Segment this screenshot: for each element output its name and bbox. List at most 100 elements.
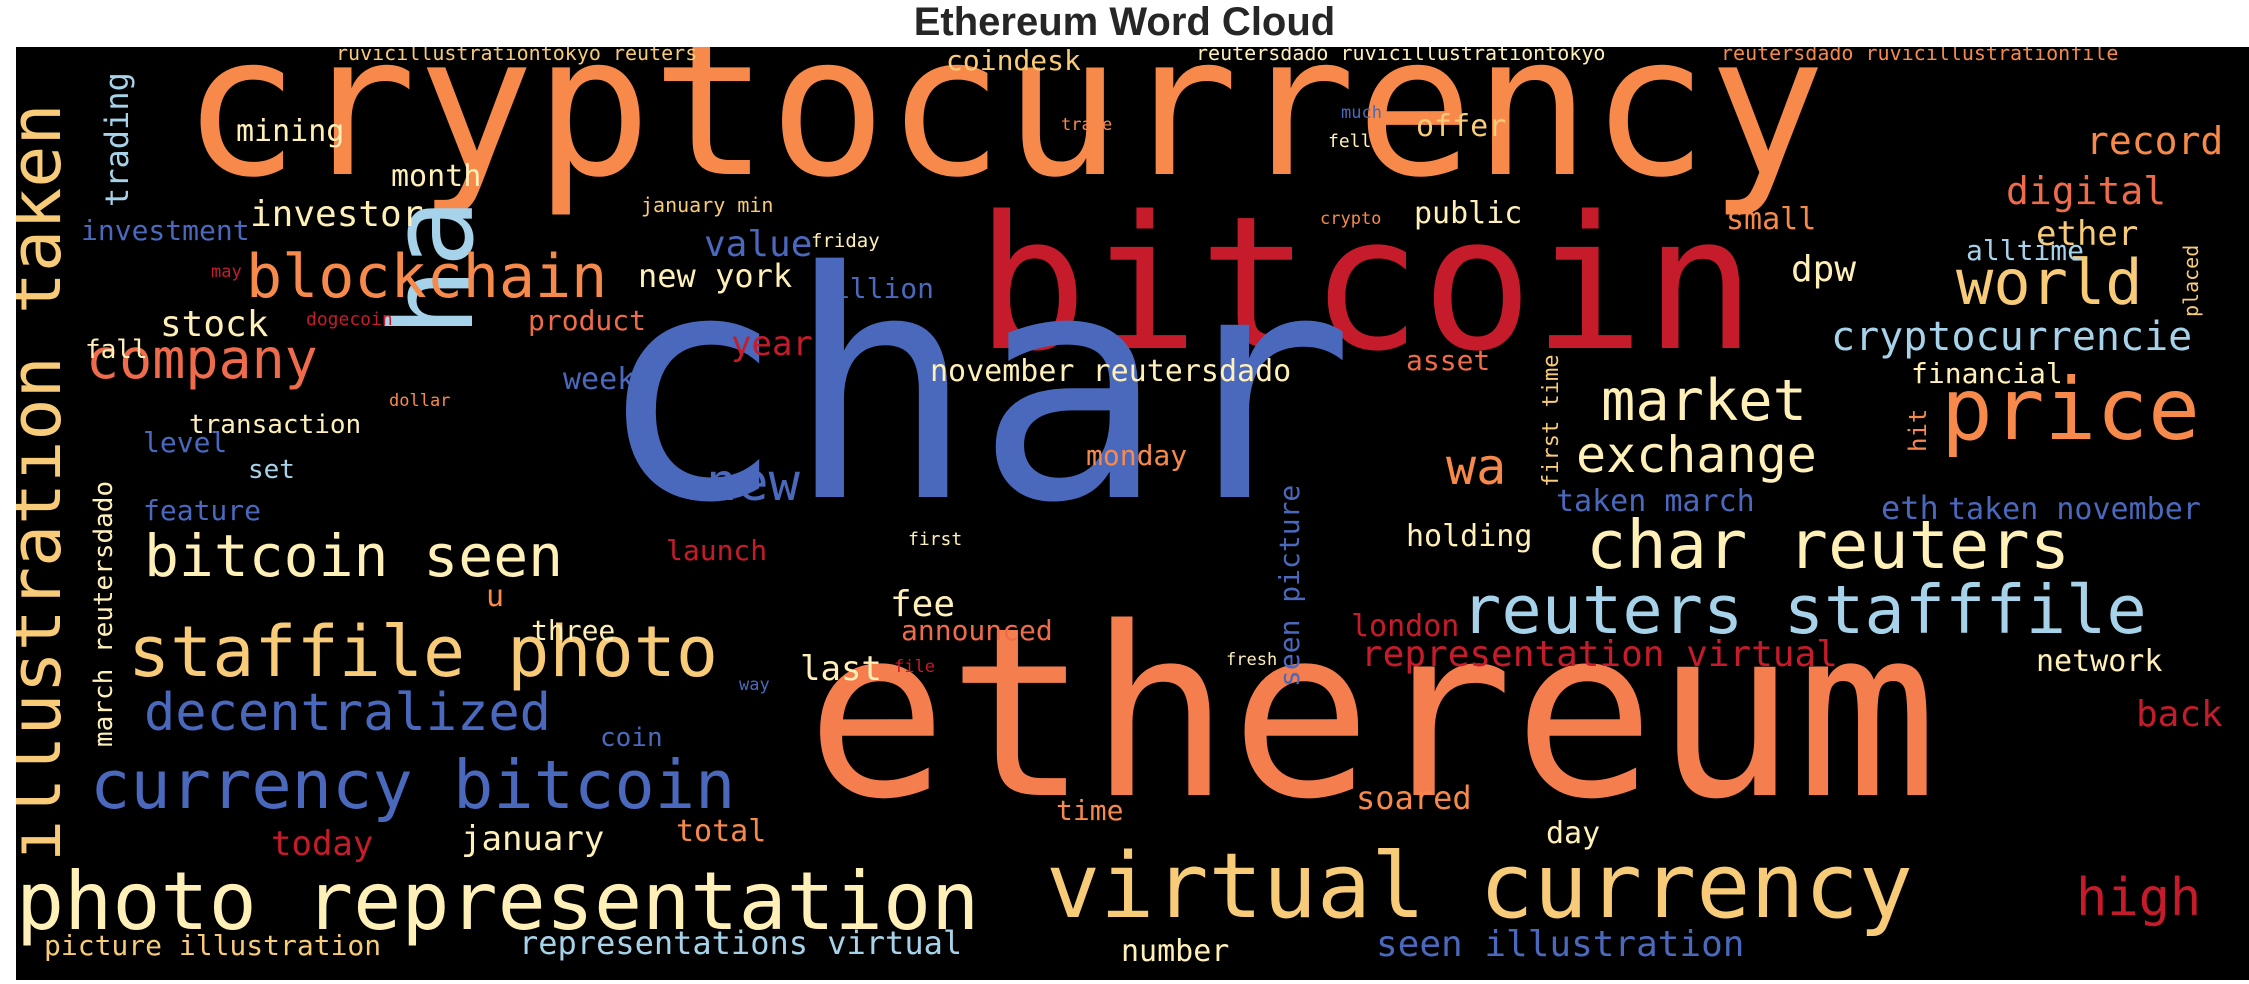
cloud-word: new bbox=[706, 453, 800, 513]
cloud-word: investor bbox=[250, 194, 424, 235]
cloud-word: network bbox=[2036, 644, 2163, 679]
cloud-word: dollar bbox=[389, 391, 451, 411]
cloud-word: new york bbox=[638, 257, 793, 295]
cloud-word: stock bbox=[160, 304, 269, 345]
cloud-word: bitcoin bbox=[976, 176, 1756, 392]
cloud-word: reutersdado ruvicillustrationtokyo bbox=[1196, 47, 1606, 65]
cloud-word: world bbox=[1956, 246, 2143, 319]
cloud-word: dogecoin bbox=[306, 309, 393, 330]
cloud-word: representations virtual bbox=[519, 924, 963, 962]
cloud-word: last bbox=[800, 649, 882, 689]
cloud-word: char reuters bbox=[1586, 506, 2071, 584]
cloud-word: currency bitcoin bbox=[90, 746, 736, 824]
cloud-word: reutersdado ruvicillustrationfile bbox=[1721, 47, 2119, 65]
cloud-word: asset bbox=[1406, 344, 1491, 377]
cloud-word: trade bbox=[1061, 115, 1113, 135]
cloud-word: picture illustration bbox=[44, 929, 382, 962]
cloud-word: placed bbox=[2179, 244, 2203, 317]
cloud-word: ethereum bbox=[806, 578, 1938, 851]
cloud-word: march reutersdado bbox=[89, 480, 119, 747]
cloud-word: eth bbox=[1881, 489, 1939, 527]
cloud-word: record bbox=[2086, 119, 2224, 163]
cloud-word: fall bbox=[85, 335, 148, 365]
cloud-word: cryptocurrency bbox=[182, 47, 1826, 220]
cloud-word: value bbox=[704, 224, 813, 265]
cloud-word: day bbox=[1546, 816, 1601, 851]
cloud-word: offer bbox=[1416, 109, 1507, 144]
cloud-word: file bbox=[894, 657, 935, 677]
cloud-word: exchange bbox=[1576, 426, 1817, 484]
cloud-word: back bbox=[2136, 694, 2223, 735]
cloud-word: november reutersdado bbox=[930, 354, 1292, 389]
cloud-word: price bbox=[1941, 360, 2200, 460]
cloud-word: small bbox=[1726, 202, 1817, 237]
cloud-word: transaction bbox=[189, 410, 362, 440]
cloud-word: alltime bbox=[1966, 234, 2085, 267]
cloud-word: number bbox=[1121, 934, 1230, 969]
cloud-word: public bbox=[1414, 196, 1523, 231]
cloud-word: reuters stafffile bbox=[1461, 571, 2147, 649]
cloud-word: taken november bbox=[1948, 492, 2201, 527]
cloud-word: much bbox=[1341, 103, 1382, 123]
cloud-word: soared bbox=[1356, 779, 1472, 817]
cloud-word: market bbox=[1601, 368, 1807, 434]
cloud-word: crypto bbox=[1320, 209, 1382, 229]
cloud-word: hit bbox=[1904, 408, 1932, 452]
cloud-word: set bbox=[248, 455, 295, 485]
cloud-word: billion bbox=[816, 272, 935, 305]
cloud-word: blockchain bbox=[246, 242, 608, 312]
cloud-word: first time bbox=[1539, 354, 1564, 487]
cloud-word: week bbox=[563, 362, 636, 397]
cloud-word: may bbox=[211, 262, 242, 282]
cloud-word: taken march bbox=[1556, 484, 1755, 519]
cloud-word: financial bbox=[1911, 357, 2063, 390]
cloud-word: seen picture bbox=[1273, 484, 1306, 687]
cloud-word: cryptocurrencie bbox=[1831, 314, 2193, 360]
cloud-word: coindesk bbox=[946, 47, 1081, 77]
cloud-word: char bbox=[596, 206, 1355, 572]
cloud-word: fell bbox=[1328, 131, 1372, 152]
cloud-word: fresh bbox=[1226, 650, 1278, 670]
cloud-word: level bbox=[143, 426, 228, 459]
cloud-word: digital bbox=[2006, 169, 2167, 213]
cloud-word: mining bbox=[236, 114, 345, 149]
cloud-word: bitcoin seen bbox=[144, 522, 564, 590]
cloud-word: wa bbox=[1446, 438, 1507, 496]
cloud-word: holding bbox=[1406, 519, 1533, 554]
cloud-word: high bbox=[2076, 868, 2202, 928]
cloud-word: way bbox=[739, 675, 770, 695]
cloud-word: trading bbox=[98, 72, 136, 207]
cloud-word: u bbox=[486, 579, 505, 614]
cloud-word: photo representation bbox=[16, 855, 980, 948]
cloud-word: fee bbox=[890, 584, 956, 625]
cloud-word: dpw bbox=[1791, 249, 1857, 290]
cloud-word: announced bbox=[901, 614, 1053, 647]
cloud-word: investment bbox=[81, 214, 250, 247]
cloud-word: coin bbox=[600, 723, 663, 753]
cloud-word: virtual currency bbox=[1046, 834, 1913, 939]
cloud-word: decentralized bbox=[144, 683, 551, 743]
cloud-word: three bbox=[531, 614, 616, 647]
cloud-word: product bbox=[528, 304, 647, 337]
word-cloud-canvas: cryptocurrency bitcoin char ethereum ha illus… bbox=[16, 47, 2249, 980]
cloud-word: company bbox=[86, 327, 318, 391]
cloud-word: first bbox=[908, 529, 963, 550]
cloud-word: seen illustration bbox=[1376, 924, 1745, 965]
cloud-word: feature bbox=[143, 494, 262, 527]
cloud-word: monday bbox=[1086, 439, 1188, 472]
cloud-word: month bbox=[391, 159, 482, 194]
chart-title: Ethereum Word Cloud bbox=[913, 0, 1336, 44]
cloud-word: ruvicillustrationtokyo reuters bbox=[336, 47, 698, 65]
cloud-word: launch bbox=[666, 534, 768, 567]
cloud-word: representation virtual bbox=[1361, 634, 1838, 675]
cloud-word: friday bbox=[811, 230, 880, 252]
cloud-word: illustration taken bbox=[16, 103, 77, 862]
cloud-word: january min bbox=[641, 193, 774, 217]
cloud-word: today bbox=[271, 824, 374, 864]
cloud-word: london bbox=[1351, 609, 1460, 644]
cloud-word: ether bbox=[2036, 214, 2139, 254]
cloud-word: january bbox=[461, 819, 605, 859]
cloud-word: staffile photo bbox=[128, 611, 719, 693]
cloud-word: time bbox=[1056, 794, 1124, 827]
cloud-word: total bbox=[676, 814, 767, 849]
